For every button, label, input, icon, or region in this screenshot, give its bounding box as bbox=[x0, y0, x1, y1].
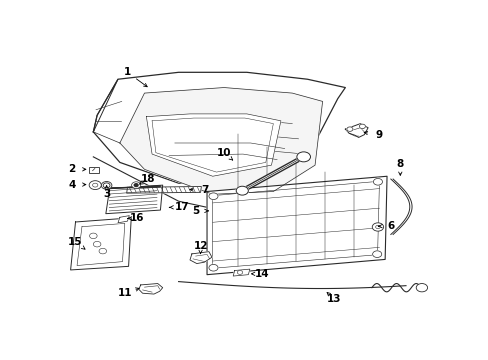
Text: 9: 9 bbox=[375, 130, 382, 140]
Polygon shape bbox=[126, 186, 201, 193]
Circle shape bbox=[296, 152, 310, 162]
Circle shape bbox=[101, 181, 112, 189]
Polygon shape bbox=[70, 218, 131, 270]
Polygon shape bbox=[105, 185, 163, 214]
Polygon shape bbox=[189, 252, 211, 264]
Circle shape bbox=[103, 183, 110, 188]
Text: 2: 2 bbox=[68, 164, 75, 174]
Text: 4: 4 bbox=[68, 180, 75, 190]
Circle shape bbox=[372, 251, 381, 257]
FancyBboxPatch shape bbox=[89, 167, 99, 173]
Text: 17: 17 bbox=[174, 202, 188, 212]
Circle shape bbox=[99, 248, 106, 254]
Circle shape bbox=[371, 223, 383, 231]
Polygon shape bbox=[118, 216, 129, 223]
Polygon shape bbox=[345, 123, 367, 138]
Text: 11: 11 bbox=[117, 288, 132, 298]
Text: 18: 18 bbox=[141, 174, 155, 184]
Polygon shape bbox=[93, 72, 345, 185]
Circle shape bbox=[415, 284, 427, 292]
Text: 7: 7 bbox=[201, 185, 208, 194]
Text: 13: 13 bbox=[326, 294, 341, 304]
Text: 5: 5 bbox=[192, 206, 199, 216]
Polygon shape bbox=[146, 114, 280, 176]
Circle shape bbox=[93, 242, 101, 247]
Text: 1: 1 bbox=[123, 67, 131, 77]
Polygon shape bbox=[233, 269, 249, 276]
Polygon shape bbox=[206, 176, 386, 275]
Text: 6: 6 bbox=[386, 221, 394, 231]
Text: 16: 16 bbox=[129, 213, 144, 224]
Circle shape bbox=[208, 193, 218, 199]
Text: 8: 8 bbox=[396, 159, 403, 169]
Circle shape bbox=[92, 183, 98, 187]
Text: 3: 3 bbox=[103, 189, 110, 199]
Text: 15: 15 bbox=[68, 237, 82, 247]
Circle shape bbox=[375, 225, 380, 229]
Polygon shape bbox=[120, 87, 322, 194]
Text: 10: 10 bbox=[216, 148, 231, 158]
Circle shape bbox=[89, 233, 97, 239]
Circle shape bbox=[131, 182, 141, 188]
Circle shape bbox=[359, 124, 365, 129]
Polygon shape bbox=[139, 284, 163, 294]
Circle shape bbox=[134, 184, 138, 186]
Circle shape bbox=[237, 270, 242, 274]
Text: 14: 14 bbox=[254, 269, 269, 279]
Circle shape bbox=[373, 179, 382, 185]
Circle shape bbox=[236, 186, 248, 195]
Circle shape bbox=[89, 181, 101, 190]
Circle shape bbox=[208, 264, 218, 271]
Text: 12: 12 bbox=[193, 241, 207, 251]
Circle shape bbox=[346, 127, 352, 131]
